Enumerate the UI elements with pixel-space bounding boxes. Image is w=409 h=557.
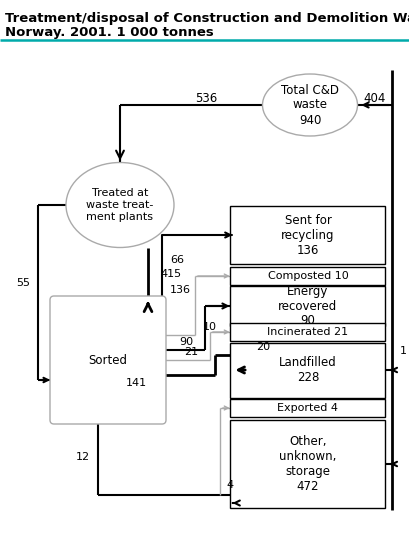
Text: Sorted: Sorted <box>88 354 127 367</box>
Text: 20: 20 <box>255 342 270 352</box>
Text: Energy
recovered
90: Energy recovered 90 <box>278 285 337 328</box>
Text: 415: 415 <box>160 268 181 278</box>
Text: 55: 55 <box>16 277 30 287</box>
Text: 136: 136 <box>170 285 191 295</box>
Text: Treatment/disposal of Construction and Demolition Waste in: Treatment/disposal of Construction and D… <box>5 12 409 25</box>
Text: 1: 1 <box>399 346 406 356</box>
Bar <box>230 420 384 508</box>
Text: Total C&D
waste
940: Total C&D waste 940 <box>280 84 338 126</box>
Bar <box>230 206 384 264</box>
Text: 90: 90 <box>178 337 193 347</box>
Text: 404: 404 <box>363 91 385 105</box>
Text: 141: 141 <box>126 378 147 388</box>
Text: Sent for
recycling
136: Sent for recycling 136 <box>281 213 334 257</box>
Text: 12: 12 <box>76 452 90 462</box>
Text: 21: 21 <box>183 347 198 357</box>
Text: 4: 4 <box>225 480 233 490</box>
Text: Exported 4: Exported 4 <box>277 403 338 413</box>
Ellipse shape <box>262 74 357 136</box>
Bar <box>230 323 384 341</box>
Text: 536: 536 <box>195 91 217 105</box>
FancyBboxPatch shape <box>50 296 166 424</box>
Text: Landfilled
228: Landfilled 228 <box>279 356 336 384</box>
Bar <box>230 286 384 326</box>
Text: 66: 66 <box>170 255 184 265</box>
Text: 10: 10 <box>202 322 216 332</box>
Text: Norway. 2001. 1 000 tonnes: Norway. 2001. 1 000 tonnes <box>5 26 213 39</box>
Bar <box>230 399 384 417</box>
Bar <box>230 267 384 285</box>
Text: Composted 10: Composted 10 <box>267 271 348 281</box>
Text: Incinerated 21: Incinerated 21 <box>267 327 348 337</box>
Ellipse shape <box>66 163 173 247</box>
Bar <box>230 343 384 398</box>
Text: Treated at
waste treat-
ment plants: Treated at waste treat- ment plants <box>86 188 153 222</box>
Text: Other,
unknown,
storage
472: Other, unknown, storage 472 <box>279 435 336 493</box>
